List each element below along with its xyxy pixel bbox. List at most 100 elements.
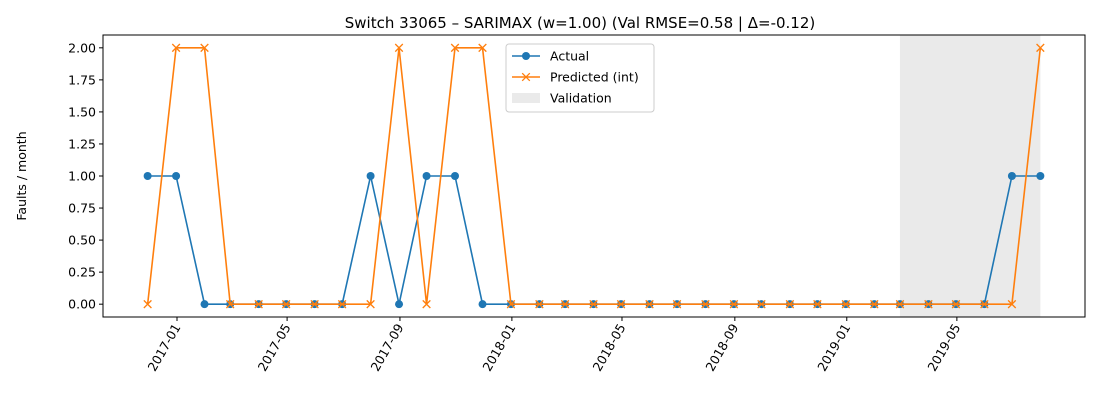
legend-marker <box>522 52 530 60</box>
actual-point <box>172 172 181 180</box>
predicted-point-stroke <box>143 299 152 309</box>
y-axis: 0.00 0.25 0.50 0.75 1.00 1.25 1.50 1.75 2.00 <box>68 40 103 312</box>
legend-marker <box>521 72 531 82</box>
legend-patch <box>512 93 540 103</box>
chart-title: Switch 33065 – SARIMAX (w=1.00) (Val RMS… <box>345 14 815 32</box>
x-tick-label: 2019-05 <box>924 321 963 374</box>
predicted-point <box>535 299 544 309</box>
predicted-point-stroke <box>171 43 181 53</box>
predicted-point-stroke <box>394 43 404 53</box>
legend-label: Predicted (int) <box>550 70 639 85</box>
predicted-point <box>757 299 766 309</box>
actual-point <box>366 172 375 180</box>
legend-item-actual: Actual <box>512 49 589 64</box>
predicted-point <box>310 299 319 309</box>
predicted-point-stroke <box>422 299 431 309</box>
predicted-point <box>450 43 460 53</box>
predicted-point-stroke <box>895 299 905 309</box>
predicted-point-stroke <box>478 43 487 53</box>
predicted-point <box>422 299 431 309</box>
actual-point <box>200 300 209 309</box>
actual-point <box>143 172 152 180</box>
y-tick-label: 1.75 <box>68 72 96 87</box>
legend: Actual Predicted (int) Validation <box>505 43 655 113</box>
predicted-point <box>924 299 933 309</box>
actual-point <box>478 300 487 309</box>
predicted-point <box>951 299 961 309</box>
x-tick-label: 2018-01 <box>479 321 518 374</box>
legend-label: Actual <box>550 49 589 64</box>
predicted-point <box>394 43 404 53</box>
predicted-point <box>281 299 291 309</box>
actual-point <box>1036 172 1045 180</box>
predicted-point <box>366 299 375 309</box>
y-axis-label: Faults / month <box>14 131 29 220</box>
y-tick-label: 0.25 <box>68 265 96 280</box>
predicted-point <box>254 299 263 309</box>
predicted-point-stroke <box>841 299 851 309</box>
x-tick-label: 2019-01 <box>814 321 853 374</box>
predicted-point-stroke <box>589 299 598 309</box>
predicted-point <box>337 299 347 309</box>
predicted-point-stroke <box>672 299 682 309</box>
predicted-point <box>841 299 851 309</box>
x-tick-label: 2017-05 <box>255 321 294 374</box>
predicted-point-stroke <box>729 299 739 309</box>
predicted-point-stroke <box>506 299 516 309</box>
y-tick-label: 1.25 <box>68 136 96 151</box>
x-tick-label: 2017-09 <box>367 321 406 374</box>
actual-point <box>450 172 459 180</box>
predicted-point <box>589 299 598 309</box>
y-tick-label: 0.00 <box>68 297 96 312</box>
predicted-point <box>645 299 654 309</box>
predicted-point <box>506 299 516 309</box>
predicted-point-stroke <box>560 299 570 309</box>
predicted-point <box>200 43 209 53</box>
predicted-point-stroke <box>535 299 544 309</box>
predicted-point-stroke <box>616 299 626 309</box>
legend-item-predicted: Predicted (int) <box>512 70 639 85</box>
x-axis: 2017-01 2017-05 2017-09 2018-01 2018-05 2018-… <box>144 317 963 374</box>
predicted-point <box>616 299 626 309</box>
predicted-point <box>672 299 682 309</box>
legend-box <box>505 43 655 113</box>
predicted-point <box>143 299 152 309</box>
predicted-point-stroke <box>1007 299 1017 309</box>
predicted-point-stroke <box>366 299 375 309</box>
y-tick-label: 0.50 <box>68 233 96 248</box>
predicted-point-stroke <box>1036 43 1045 53</box>
predicted-point-stroke <box>200 43 209 53</box>
x-tick-label: 2018-05 <box>589 321 628 374</box>
predicted-point <box>701 299 710 309</box>
predicted-point-stroke <box>337 299 347 309</box>
predicted-point <box>560 299 570 309</box>
predicted-point-stroke <box>785 299 795 309</box>
predicted-point-stroke <box>870 299 879 309</box>
predicted-point <box>813 299 822 309</box>
x-tick-label: 2018-09 <box>702 321 741 374</box>
predicted-point-stroke <box>924 299 933 309</box>
actual-point <box>395 300 404 309</box>
predicted-point-stroke <box>813 299 822 309</box>
predicted-point-stroke <box>645 299 654 309</box>
predicted-point-stroke <box>701 299 710 309</box>
predicted-point-stroke <box>980 299 989 309</box>
x-tick-label: 2017-01 <box>144 321 183 374</box>
y-tick-label: 0.75 <box>68 201 96 216</box>
predicted-point <box>870 299 879 309</box>
predicted-point <box>980 299 989 309</box>
predicted-point-stroke <box>254 299 263 309</box>
predicted-point-stroke <box>225 299 235 309</box>
predicted-point <box>895 299 905 309</box>
y-tick-label: 1.00 <box>68 169 96 184</box>
legend-item-validation: Validation <box>512 91 612 106</box>
predicted-point <box>478 43 487 53</box>
predicted-point-stroke <box>281 299 291 309</box>
y-tick-label: 2.00 <box>68 40 96 55</box>
predicted-point-stroke <box>757 299 766 309</box>
series-layer <box>143 43 1045 309</box>
predicted-point <box>171 43 181 53</box>
predicted-point-stroke <box>450 43 460 53</box>
predicted-point <box>225 299 235 309</box>
